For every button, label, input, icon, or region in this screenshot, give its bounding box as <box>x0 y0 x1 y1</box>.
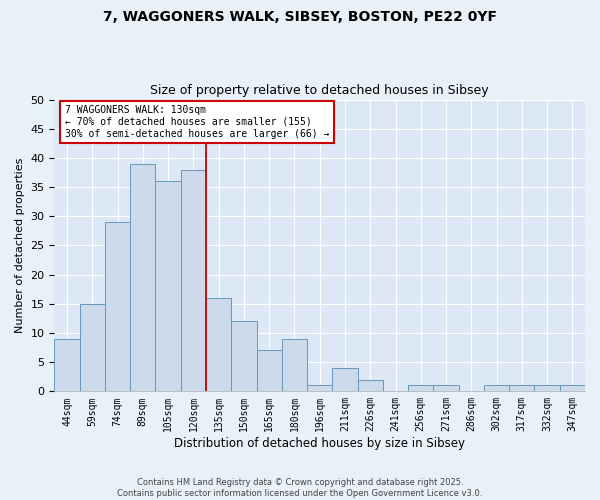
Bar <box>408 386 433 392</box>
Bar <box>307 386 332 392</box>
Bar <box>206 298 231 392</box>
Bar <box>433 386 458 392</box>
Bar <box>80 304 105 392</box>
Bar <box>509 386 535 392</box>
X-axis label: Distribution of detached houses by size in Sibsey: Distribution of detached houses by size … <box>174 437 465 450</box>
Bar <box>155 182 181 392</box>
Bar <box>332 368 358 392</box>
Bar <box>560 386 585 392</box>
Text: Contains HM Land Registry data © Crown copyright and database right 2025.
Contai: Contains HM Land Registry data © Crown c… <box>118 478 482 498</box>
Text: 7, WAGGONERS WALK, SIBSEY, BOSTON, PE22 0YF: 7, WAGGONERS WALK, SIBSEY, BOSTON, PE22 … <box>103 10 497 24</box>
Bar <box>55 339 80 392</box>
Bar <box>535 386 560 392</box>
Text: 7 WAGGONERS WALK: 130sqm
← 70% of detached houses are smaller (155)
30% of semi-: 7 WAGGONERS WALK: 130sqm ← 70% of detach… <box>65 106 329 138</box>
Title: Size of property relative to detached houses in Sibsey: Size of property relative to detached ho… <box>151 84 489 97</box>
Bar <box>358 380 383 392</box>
Y-axis label: Number of detached properties: Number of detached properties <box>15 158 25 333</box>
Bar <box>105 222 130 392</box>
Bar <box>484 386 509 392</box>
Bar <box>130 164 155 392</box>
Bar <box>181 170 206 392</box>
Bar <box>231 322 257 392</box>
Bar <box>257 350 282 392</box>
Bar <box>282 339 307 392</box>
